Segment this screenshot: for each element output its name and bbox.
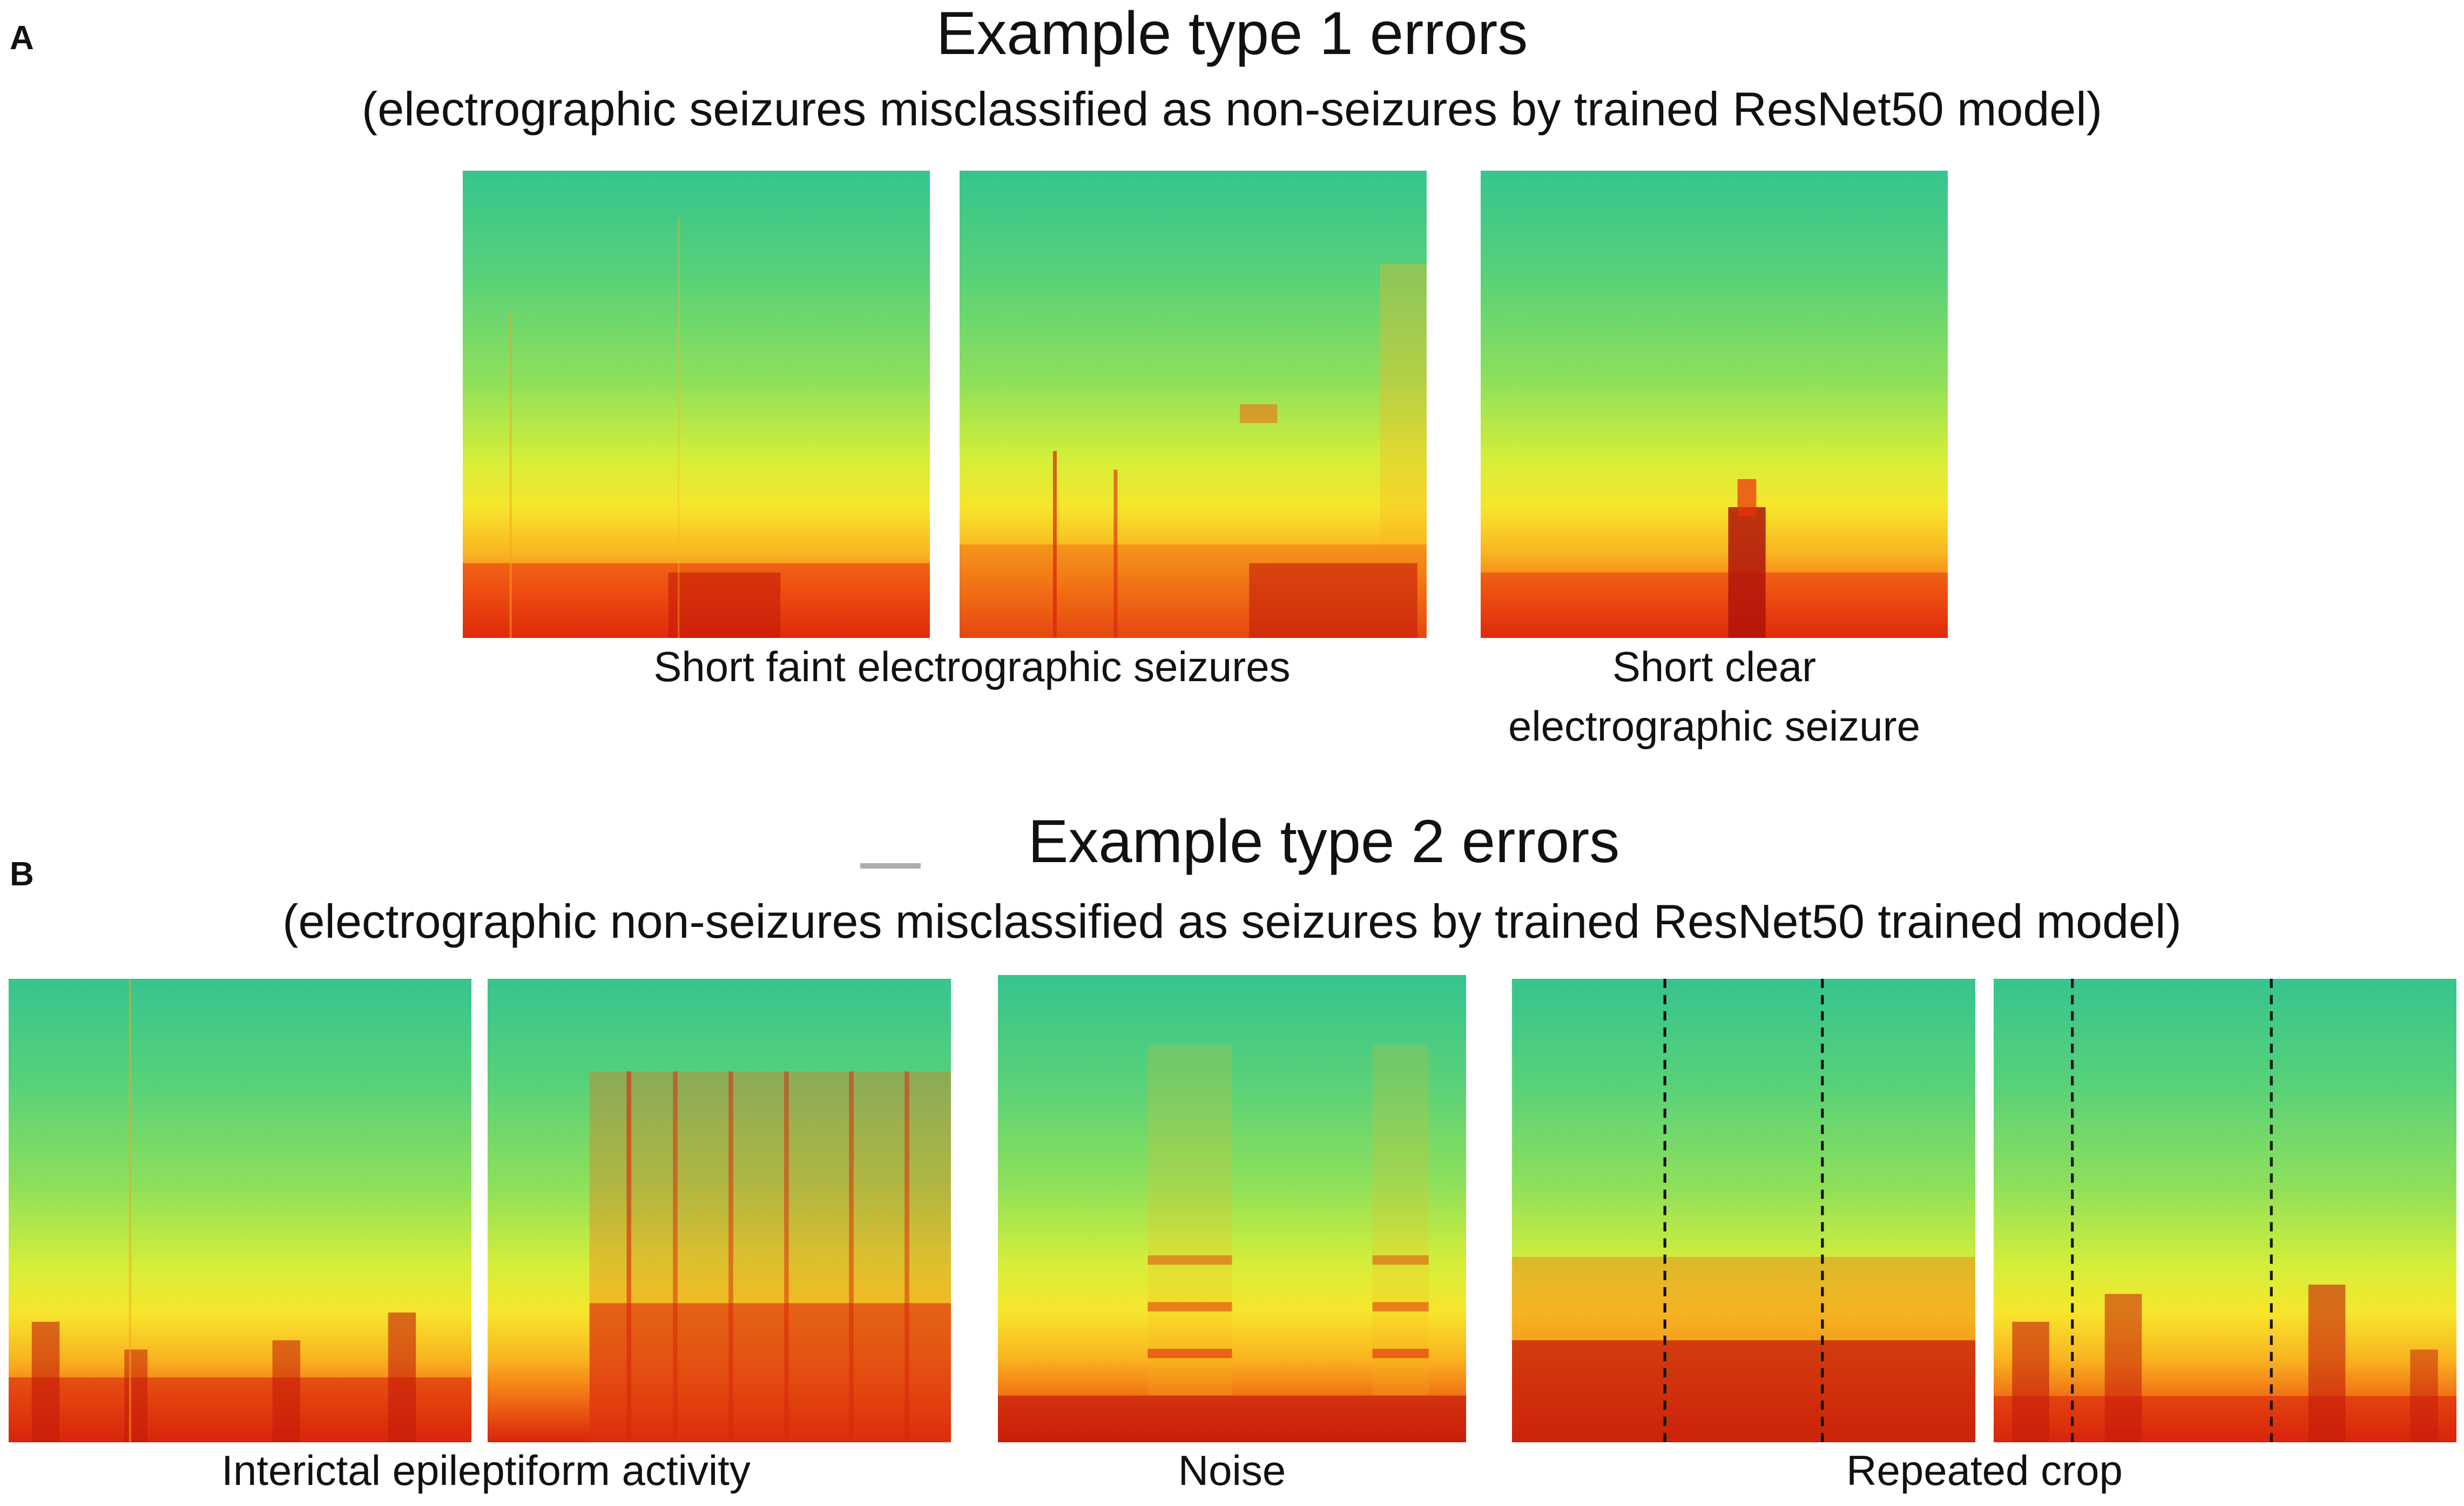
caption-noise: Noise — [1178, 1447, 1286, 1494]
spectrogram-a3 — [1481, 171, 1948, 638]
spectrogram-b1 — [9, 979, 471, 1442]
panel-b-subtitle: (electrographic non-seizures misclassifi… — [282, 895, 2182, 948]
spectrogram-b4 — [1512, 979, 1975, 1442]
spectrogram-b5 — [1994, 979, 2456, 1442]
panel-a-title: Example type 1 errors — [936, 0, 1528, 67]
spectrogram-a1 — [463, 171, 930, 638]
caption-interictal: Interictal epileptiform activity — [221, 1447, 751, 1494]
caption-repeated-crop: Repeated crop — [1846, 1447, 2123, 1494]
caption-short-faint: Short faint electrographic seizures — [653, 643, 1291, 690]
panel-b-title: Example type 2 errors — [1028, 808, 1620, 875]
panel-b-letter: B — [10, 856, 34, 893]
panel-a-letter: A — [10, 19, 34, 57]
caption-short-clear-line1: Short clear — [1612, 643, 1817, 690]
caption-short-clear-line2: electrographic seizure — [1508, 702, 1921, 750]
panel-a-subtitle: (electrographic seizures misclassified a… — [361, 82, 2103, 136]
spectrogram-b3 — [998, 975, 1466, 1442]
stray-mark — [860, 863, 921, 869]
spectrogram-b2 — [488, 979, 951, 1442]
spectrogram-a2 — [960, 171, 1427, 638]
